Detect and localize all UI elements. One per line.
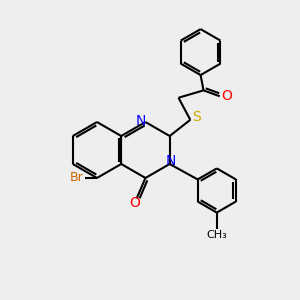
Text: O: O: [221, 89, 232, 103]
Text: N: N: [166, 154, 176, 168]
Text: CH₃: CH₃: [206, 230, 227, 240]
Text: Br: Br: [70, 172, 83, 184]
Text: S: S: [192, 110, 200, 124]
Text: O: O: [130, 196, 141, 210]
Text: N: N: [136, 114, 146, 128]
